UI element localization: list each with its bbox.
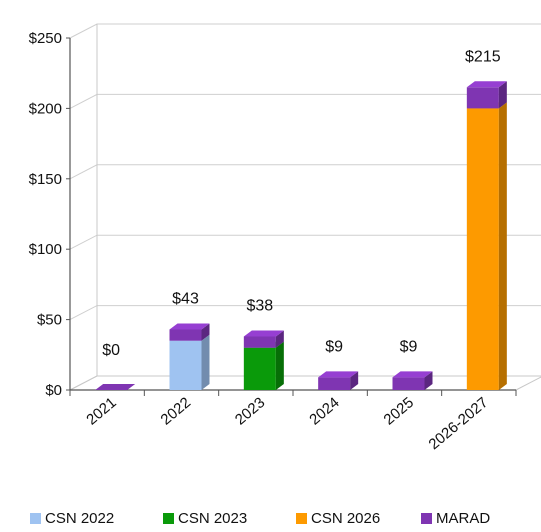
bar-side	[275, 330, 284, 348]
bar-side	[350, 371, 359, 390]
legend-label: MARAD	[436, 510, 490, 527]
gridline	[69, 23, 541, 39]
bar-side	[201, 323, 210, 341]
bar-top	[243, 330, 284, 337]
bar-front	[243, 347, 276, 390]
bar-side	[498, 81, 507, 109]
bar-front	[243, 336, 276, 348]
bar-front	[392, 377, 425, 390]
bars	[95, 81, 507, 391]
bar-front	[318, 377, 351, 390]
bar-segment	[466, 81, 507, 109]
bar-segment	[169, 334, 210, 390]
bar-top	[169, 323, 210, 330]
x-tick-label: 2024	[306, 394, 342, 428]
bar-side	[498, 102, 507, 391]
data-label: $9	[400, 338, 418, 355]
y-tick-label: $50	[37, 312, 62, 329]
x-tick-label: 2022	[158, 394, 194, 428]
bar-side	[201, 334, 210, 390]
bar-top	[466, 81, 507, 88]
legend-swatch	[30, 513, 41, 524]
legend-label: CSN 2022	[45, 510, 114, 527]
data-label: $43	[172, 290, 199, 307]
bar-front	[466, 87, 499, 109]
legend-swatch	[163, 513, 174, 524]
legend-item: MARAD	[421, 510, 490, 527]
legend-label: CSN 2026	[311, 510, 380, 527]
side-wall	[69, 24, 98, 391]
legend-item: CSN 2026	[296, 510, 380, 527]
x-tick-label: 2025	[381, 394, 417, 428]
data-label: $215	[465, 48, 501, 65]
bar-front	[169, 329, 202, 341]
y-tick-label: $250	[29, 30, 62, 47]
bar-segment	[318, 371, 359, 390]
legend-label: CSN 2023	[178, 510, 247, 527]
legend-item: CSN 2023	[163, 510, 247, 527]
x-tick-label: 2023	[232, 394, 268, 428]
x-tick-labels: 2021 2022 2023 2024 2025 2026-2027	[83, 394, 491, 453]
bar-segment	[243, 341, 284, 390]
legend-swatch	[296, 513, 307, 524]
bar-top	[318, 371, 359, 378]
y-tick-labels: $0 $50 $100 $150 $200 $250	[29, 30, 62, 399]
y-tick-label: $200	[29, 100, 62, 117]
data-label: $38	[246, 297, 273, 314]
bar-side	[424, 371, 433, 390]
bar-segment	[243, 330, 284, 348]
data-label: $9	[325, 338, 343, 355]
x-tick-label: 2021	[83, 394, 119, 428]
y-tick-label: $100	[29, 241, 62, 258]
data-labels: $0 $43 $38 $9 $9 $215	[102, 48, 500, 359]
legend: CSN 2022 CSN 2023 CSN 2026 MARAD	[30, 510, 490, 527]
x-tick-label: 2026-2027	[426, 394, 492, 453]
legend-item: CSN 2022	[30, 510, 114, 527]
y-tick-label: $0	[45, 382, 62, 399]
bar-front	[169, 340, 202, 390]
bar-side	[275, 341, 284, 390]
bar-top	[392, 371, 433, 378]
y-tick-label: $150	[29, 171, 62, 188]
bar-zero-cap	[95, 384, 136, 390]
bar-front	[466, 108, 499, 391]
legend-swatch	[421, 513, 432, 524]
bar-segment	[169, 323, 210, 341]
data-label: $0	[102, 342, 120, 359]
bar-segment	[466, 102, 507, 391]
bar-segment	[392, 371, 433, 390]
